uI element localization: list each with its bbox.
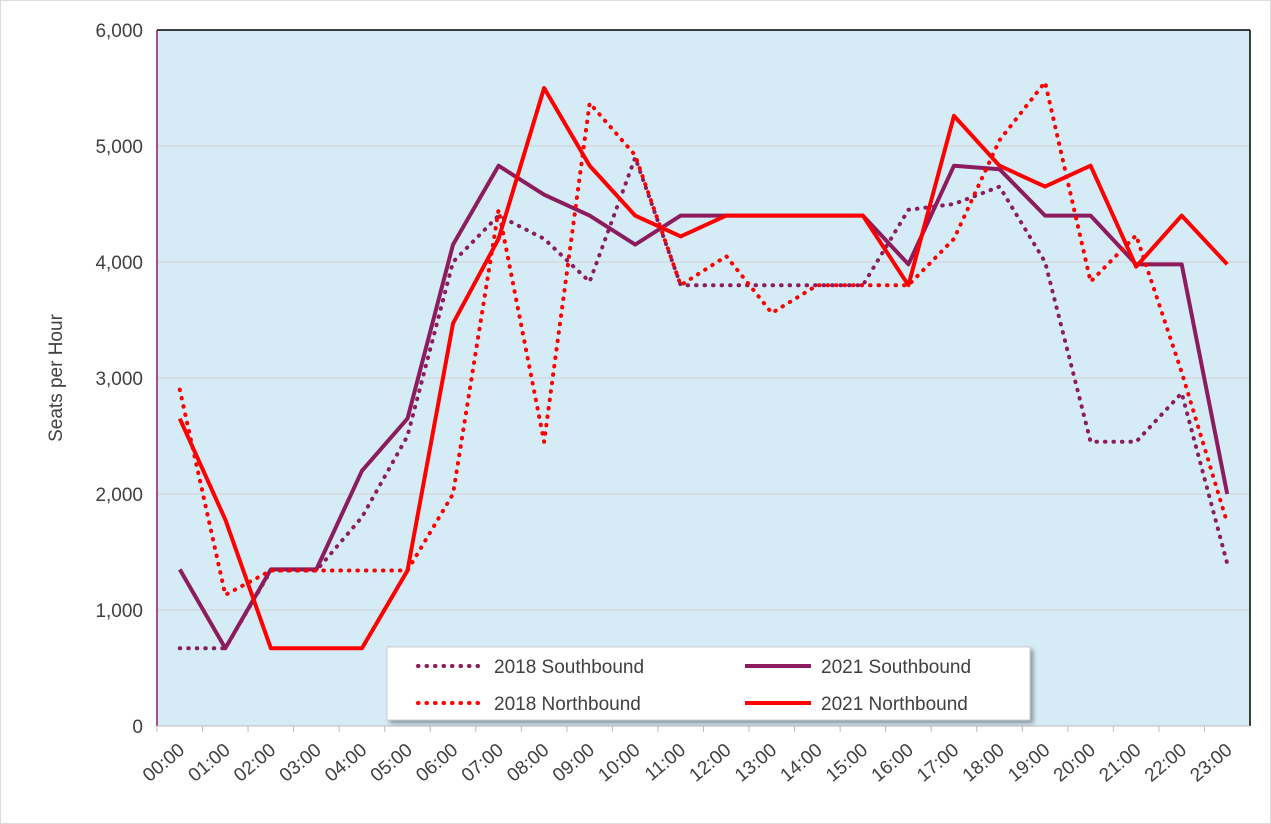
y-tick-label: 2,000 [95,485,143,506]
series-line [177,86,1229,651]
x-tick-label: 18:00 [959,740,1009,787]
y-tick-label: 1,000 [95,601,143,622]
x-tick-label: 13:00 [731,740,781,787]
y-tick-label: 4,000 [95,253,143,274]
x-tick-label: 07:00 [458,740,508,787]
x-tick-label: 15:00 [822,740,872,787]
x-tick-label: 17:00 [913,740,963,787]
series-line [177,80,1230,597]
x-tick-label: 20:00 [1050,740,1100,787]
x-tick-label: 06:00 [412,740,462,787]
x-tick-label: 03:00 [276,740,326,787]
x-tick-label: 21:00 [1095,740,1145,787]
x-tick-label: 02:00 [230,740,280,787]
x-tick-label: 01:00 [185,740,235,787]
x-tick-label: 00:00 [139,740,189,787]
series-line [177,155,1230,651]
legend: 2018 Southbound 2021 Southbound 2018 North… [386,646,1031,721]
x-tick-label: 05:00 [367,740,417,787]
x-tick-label: 09:00 [549,740,599,787]
series-line [178,163,1230,651]
x-tick-label: 10:00 [594,740,644,787]
y-tick-label: 6,000 [95,21,143,42]
y-tick-label: 3,000 [95,369,143,390]
x-tick-label: 23:00 [1187,740,1237,787]
legend-label: 2021 Northbound [821,694,968,715]
y-tick-label: 0 [132,717,143,738]
y-axis-label: Seats per Hour [46,313,67,441]
x-tick-label: 14:00 [777,740,827,787]
x-tick-label: 16:00 [868,740,918,787]
x-tick-label: 11:00 [641,740,690,786]
x-tick-label: 12:00 [686,740,736,787]
x-tick-label: 19:00 [1004,740,1054,787]
x-tick-label: 22:00 [1141,740,1191,787]
legend-box [386,646,1031,721]
x-tick-label: 04:00 [321,740,371,787]
legend-label: 2018 Southbound [494,657,644,678]
legend-label: 2018 Northbound [494,694,641,715]
y-tick-label: 5,000 [95,137,143,158]
x-tick-label: 08:00 [503,740,553,787]
legend-label: 2021 Southbound [821,657,971,678]
